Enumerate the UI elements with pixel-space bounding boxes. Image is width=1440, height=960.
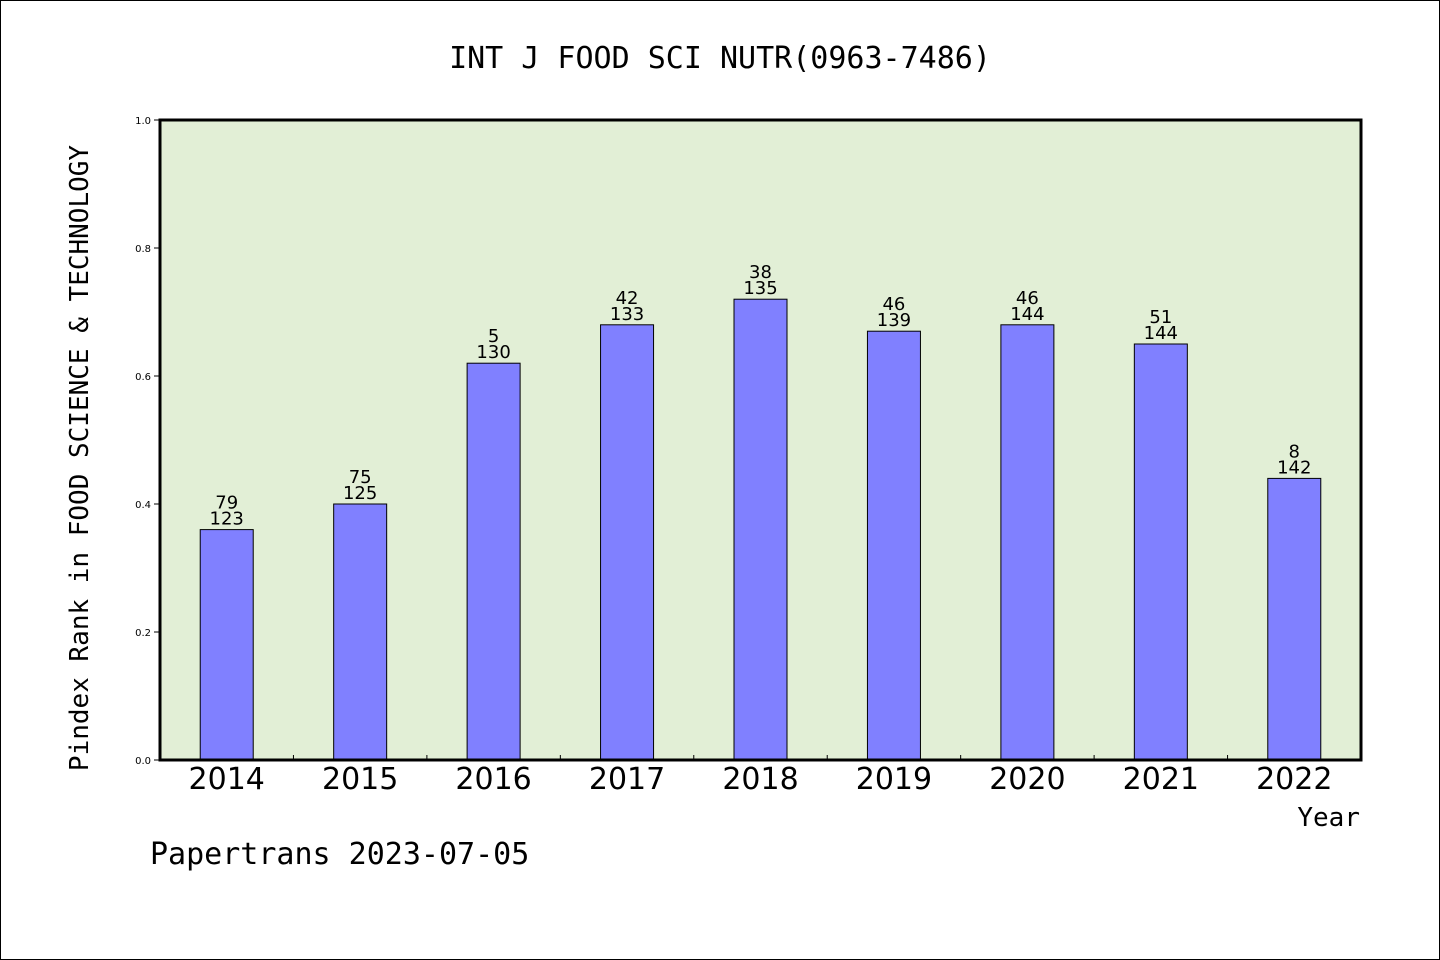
y-tick-label: 0.8 [135, 244, 151, 255]
x-tick-label: 2014 [189, 762, 265, 797]
y-tick-label: 0.2 [135, 628, 151, 639]
y-axis: 0.0 0.2 0.4 0.6 0.8 1.0 [135, 116, 160, 767]
x-tick-label: 2020 [989, 762, 1065, 797]
bar-total-label: 144 [1010, 304, 1044, 325]
bar-rank-label: 42 [616, 288, 639, 309]
bar-total-label: 133 [610, 304, 644, 325]
bar-2021 [1133, 343, 1188, 761]
x-axis: 2014 2015 2016 2017 2018 2019 2020 2021 2022 [189, 755, 1332, 797]
bar-2020 [1000, 324, 1055, 761]
bar-total-label: 123 [210, 509, 244, 530]
bar-2016 [466, 362, 521, 761]
bar-2017 [600, 324, 655, 761]
footer-credit: Papertrans 2023-07-05 [150, 837, 529, 872]
x-tick-label: 2019 [856, 762, 932, 797]
bar-rank-label: 79 [215, 493, 238, 514]
y-tick-label: 1.0 [135, 116, 151, 127]
bar-rank-label: 51 [1149, 307, 1172, 328]
bar-2019 [866, 330, 921, 761]
x-tick-label: 2015 [322, 762, 398, 797]
x-tick-label: 2022 [1256, 762, 1332, 797]
bar-rank-label: 75 [349, 467, 372, 488]
x-axis-label: Year [1297, 803, 1360, 833]
bar-total-label: 139 [877, 310, 911, 331]
y-tick-label: 0.4 [135, 500, 151, 511]
y-tick-label: 0.0 [135, 756, 151, 767]
y-axis-label: Pindex Rank in FOOD SCIENCE & TECHNOLOGY [65, 145, 95, 771]
bar-rank-label: 5 [488, 326, 499, 347]
bar-total-label: 135 [743, 278, 777, 299]
bar-rank-label: 8 [1289, 441, 1300, 462]
y-tick-label: 0.6 [135, 372, 151, 383]
bar-2014 [199, 529, 254, 761]
bar-rank-label: 38 [749, 262, 772, 283]
bar-2015 [333, 503, 388, 761]
chart-title: INT J FOOD SCI NUTR(0963-7486) [449, 41, 991, 76]
bar-total-label: 142 [1277, 457, 1311, 478]
bar-2018 [733, 298, 788, 761]
bar-2022 [1267, 477, 1322, 761]
x-tick-label: 2018 [722, 762, 798, 797]
bar-rank-label: 46 [1016, 288, 1039, 309]
x-tick-label: 2016 [455, 762, 531, 797]
plot-border [158, 118, 1363, 762]
bar-total-label: 125 [343, 483, 377, 504]
x-tick-label: 2017 [589, 762, 665, 797]
bar-total-label: 130 [476, 342, 510, 363]
bar-rank-label: 46 [882, 294, 905, 315]
x-tick-label: 2021 [1123, 762, 1199, 797]
bar-total-label: 144 [1144, 323, 1178, 344]
